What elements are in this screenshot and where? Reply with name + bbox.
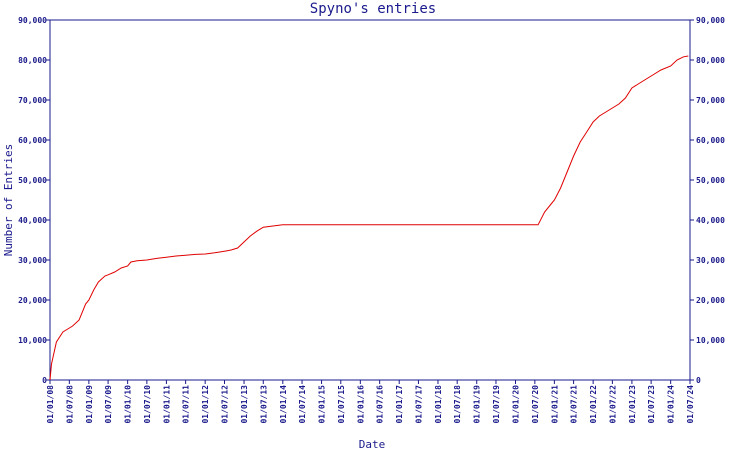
y-tick-label-left: 60,000: [18, 136, 47, 145]
y-tick-label-right: 50,000: [696, 176, 725, 185]
plot-frame: [49, 19, 691, 381]
x-tick-label: 01/07/22: [608, 385, 617, 424]
y-axis-left: 0 10,000 20,000 30,000 40,000 50,000 60,000 70,…: [18, 16, 50, 385]
x-tick-label: 01/01/24: [667, 385, 676, 424]
x-tick-label: 01/07/14: [298, 385, 307, 424]
x-tick-label: 01/01/12: [201, 385, 210, 424]
x-tick-label: 01/01/17: [395, 385, 404, 424]
x-tick-label: 01/01/19: [473, 385, 482, 424]
y-tick-label-right: 0: [696, 376, 701, 385]
x-tick-label: 01/07/08: [65, 385, 74, 424]
x-tick-label: 01/07/19: [492, 385, 501, 424]
x-tick-label: 01/01/23: [628, 385, 637, 424]
series-line: [49, 55, 689, 381]
y-tick-label-right: 70,000: [696, 96, 725, 105]
x-tick-label: 01/01/10: [124, 385, 133, 424]
x-tick-label: 01/07/24: [686, 385, 695, 424]
x-tick-label: 01/07/12: [220, 385, 229, 424]
y-tick-label-left: 10,000: [18, 336, 47, 345]
x-tick-label: 01/01/13: [240, 385, 249, 424]
y-tick-label-right: 90,000: [696, 16, 725, 25]
y-tick-label-right: 20,000: [696, 296, 725, 305]
y-tick-label-right: 60,000: [696, 136, 725, 145]
x-tick-label: 01/01/16: [356, 385, 365, 424]
x-axis-title: Date: [359, 438, 386, 450]
series-layer: [49, 55, 689, 381]
y-tick-label-right: 80,000: [696, 56, 725, 65]
x-tick-label: 01/07/18: [453, 385, 462, 424]
y-tick-label-right: 10,000: [696, 336, 725, 345]
x-tick-label: 01/01/20: [512, 385, 521, 424]
x-tick-label: 01/01/09: [85, 385, 94, 424]
x-tick-label: 01/07/17: [414, 385, 423, 424]
plot-area-border: [49, 19, 691, 381]
x-tick-label: 01/07/10: [143, 385, 152, 424]
y-tick-label-left: 40,000: [18, 216, 47, 225]
x-tick-label: 01/07/15: [337, 385, 346, 424]
x-axis: 01/01/08 01/07/08 01/01/09 01/07/09 01/01/10…: [46, 380, 695, 424]
y-tick-label-left: 90,000: [18, 16, 47, 25]
y-tick-label-left: 30,000: [18, 256, 47, 265]
y-tick-label-right: 40,000: [696, 216, 725, 225]
x-tick-label: 01/01/15: [318, 385, 327, 424]
x-tick-label: 01/07/11: [182, 385, 191, 424]
x-tick-label: 01/01/21: [550, 385, 559, 424]
y-axis-right: 0 10,000 20,000 30,000 40,000 50,000 60,000 70,…: [690, 16, 725, 385]
x-tick-label: 01/07/09: [104, 385, 113, 424]
y-tick-label-left: 70,000: [18, 96, 47, 105]
x-tick-label: 01/07/16: [376, 385, 385, 424]
y-tick-label-left: 50,000: [18, 176, 47, 185]
x-tick-label: 01/07/21: [570, 385, 579, 424]
y-tick-label-right: 30,000: [696, 256, 725, 265]
x-tick-label: 01/01/18: [434, 385, 443, 424]
x-tick-label: 01/07/20: [531, 385, 540, 424]
chart-title: Spyno's entries: [310, 1, 436, 17]
x-tick-label: 01/01/22: [589, 385, 598, 424]
y-axis-title: Number of Entries: [2, 144, 15, 257]
y-tick-label-left: 20,000: [18, 296, 47, 305]
y-tick-label-left: 80,000: [18, 56, 47, 65]
x-tick-label: 01/01/11: [162, 385, 171, 424]
x-tick-label: 01/07/23: [647, 385, 656, 424]
x-tick-label: 01/01/08: [46, 385, 55, 424]
x-tick-label: 01/01/14: [279, 385, 288, 424]
y-tick-label-left: 0: [42, 376, 47, 385]
x-tick-label: 01/07/13: [259, 385, 268, 424]
